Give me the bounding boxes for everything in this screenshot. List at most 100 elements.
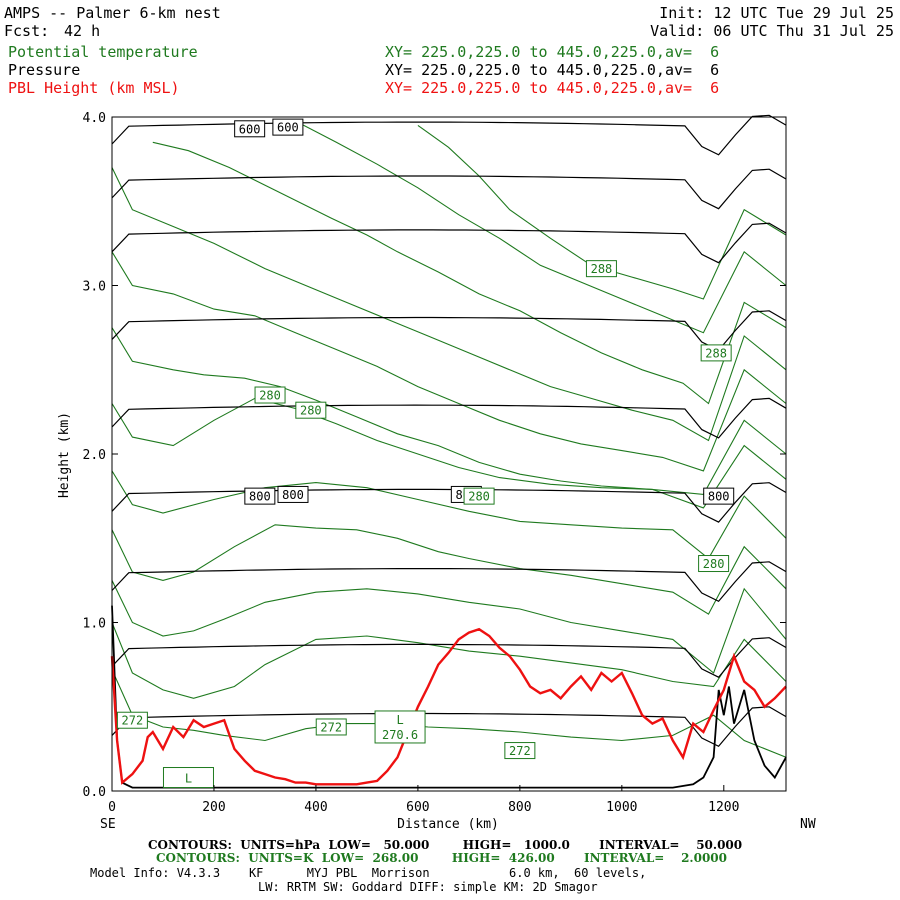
- contour-label-text: 800: [708, 490, 730, 504]
- contour-label-8: 280: [254, 386, 286, 404]
- theta-isotherm-10: [300, 123, 787, 334]
- theta-isotherm-7: [111, 251, 787, 472]
- contour-label-text: 272: [122, 714, 144, 728]
- pressure-isobar-7: [111, 637, 787, 678]
- contour-label-2: 800: [244, 487, 276, 505]
- contour-label-text: 800: [249, 490, 271, 504]
- y-axis-label: Height (km): [57, 412, 72, 498]
- contour-label-text: 600: [239, 122, 261, 136]
- valid-time: Valid: 06 UTC Thu 31 Jul 25: [650, 22, 894, 40]
- theta-isotherm-3: [111, 524, 787, 615]
- contour-label-9: 280: [295, 401, 327, 419]
- contour-label-text: 280: [468, 490, 490, 504]
- field-xy-pbl: XY= 225.0,225.0 to 445.0,225.0,av= 6: [385, 79, 720, 97]
- left-end-label: SE: [100, 817, 116, 832]
- contour-label-box: [254, 386, 286, 404]
- contour-label-14: 272: [504, 742, 536, 760]
- x-axis-label: Distance (km): [397, 817, 499, 832]
- pbl-height-line: [110, 627, 787, 786]
- contour-label-text: 800: [282, 488, 304, 502]
- pbl-height-series: [110, 627, 787, 786]
- x-tick-label: 800: [508, 800, 531, 815]
- extremum-label-1: L: [162, 767, 214, 789]
- theta-isotherm-9: [152, 141, 787, 405]
- x-tick-label: 1200: [708, 800, 739, 815]
- contour-label-text: 272: [320, 720, 342, 734]
- theta-isotherms: [111, 123, 787, 758]
- theta-isotherm-4: [111, 470, 787, 560]
- terrain-line: [111, 605, 787, 789]
- contour-label-box: [277, 485, 309, 503]
- y-tick-label: 3.0: [83, 280, 106, 295]
- contour-label-box: [504, 742, 536, 760]
- model-title: AMPS -- Palmer 6-km nest: [4, 4, 221, 22]
- contour-label-box: [244, 487, 276, 505]
- theta-isotherm-1: [111, 622, 787, 699]
- x-tick-label: 600: [406, 800, 429, 815]
- forecast-label: Fcst:: [4, 22, 50, 40]
- contour-label-1: 600: [272, 118, 304, 136]
- contour-label-11: 280: [698, 555, 730, 573]
- y-tick-label: 2.0: [83, 448, 106, 463]
- extremum-box: [374, 710, 426, 744]
- contour-label-13: 272: [315, 718, 347, 736]
- x-tick-label: 200: [202, 800, 225, 815]
- contour-label-text: 600: [277, 121, 299, 135]
- extremum-letter: L: [396, 713, 403, 727]
- y-tick-label: 0.0: [83, 785, 106, 800]
- contour-label-box: [463, 487, 495, 505]
- contour-label-5: 800: [703, 487, 735, 505]
- contour-label-10: 280: [463, 487, 495, 505]
- contour-label-0: 600: [234, 120, 266, 138]
- contour-label-text: 280: [259, 389, 281, 403]
- contour-label-7: 288: [700, 344, 732, 362]
- field-xy-theta: XY= 225.0,225.0 to 445.0,225.0,av= 6: [385, 43, 720, 61]
- contour-label-text: 272: [509, 744, 531, 758]
- contour-labels: 6006008008008008002882882802802802802722…: [116, 118, 735, 789]
- contour-label-box: [234, 120, 266, 138]
- pressure-isobar-8: [111, 706, 787, 748]
- contour-label-box: [698, 555, 730, 573]
- field-name-pressure: Pressure: [8, 61, 81, 79]
- contour-label-box: [272, 118, 304, 136]
- contour-label-3: 800: [277, 485, 309, 503]
- contour-label-box: [315, 718, 347, 736]
- contour-label-text: 280: [703, 557, 725, 571]
- pressure-isobar-2: [111, 222, 787, 264]
- forecast-value: 42 h: [64, 22, 101, 40]
- contour-label-text: 288: [591, 262, 613, 276]
- extremum-letter: L: [185, 772, 192, 786]
- contour-label-12: 272: [116, 711, 148, 729]
- theta-isotherm-8: [111, 167, 787, 442]
- pressure-contour-info: CONTOURS: UNITS=hPa LOW= 50.000 HIGH= 10…: [148, 838, 743, 852]
- theta-isotherm-2: [111, 580, 787, 674]
- y-tick-label: 1.0: [83, 617, 106, 632]
- physics-info: LW: RRTM SW: Goddard DIFF: simple KM: 2D…: [258, 880, 598, 894]
- contour-label-box: [703, 487, 735, 505]
- model-info: Model Info: V4.3.3 KF MYJ PBL Morrison 6…: [90, 866, 647, 880]
- pressure-isobar-1: [111, 168, 787, 210]
- extremum-box: [162, 767, 214, 789]
- x-tick-label: 1000: [606, 800, 637, 815]
- pressure-isobar-6: [111, 561, 787, 603]
- y-tick-label: 4.0: [83, 111, 106, 126]
- x-tick-label: 0: [108, 800, 116, 815]
- axes: 0.0 1.0 2.0 3.0 4.0 0 200 400 600 800 1000 1200: [83, 111, 787, 815]
- contour-label-6: 288: [585, 260, 617, 278]
- contour-label-text: 280: [300, 404, 322, 418]
- contour-label-box: [295, 401, 327, 419]
- field-xy-pressure: XY= 225.0,225.0 to 445.0,225.0,av= 6: [385, 61, 720, 79]
- init-time: Init: 12 UTC Tue 29 Jul 25: [659, 4, 894, 22]
- pressure-isobars: [111, 114, 787, 748]
- contour-label-text: 288: [705, 346, 727, 360]
- contour-label-box: [116, 711, 148, 729]
- theta-isotherm-6: [111, 327, 787, 495]
- x-tick-label: 400: [304, 800, 327, 815]
- pressure-isobar-3: [111, 310, 787, 352]
- plot-frame: [111, 116, 787, 792]
- field-name-pbl: PBL Height (km MSL): [8, 79, 180, 97]
- field-name-theta: Potential temperature: [8, 43, 198, 61]
- theta-contour-info: CONTOURS: UNITS=K LOW= 268.00 HIGH= 426.…: [156, 851, 727, 865]
